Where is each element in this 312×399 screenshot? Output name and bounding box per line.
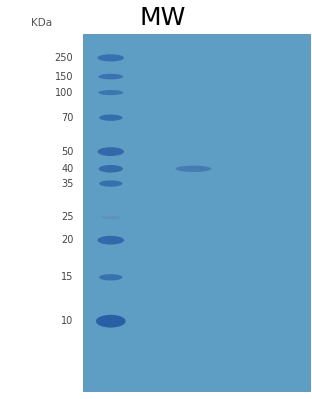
Ellipse shape (97, 147, 124, 156)
Text: 70: 70 (61, 113, 73, 123)
Ellipse shape (98, 74, 123, 79)
Ellipse shape (100, 215, 121, 219)
Text: 50: 50 (61, 146, 73, 157)
Ellipse shape (99, 115, 122, 121)
Text: KDa: KDa (31, 18, 52, 28)
Text: 40: 40 (61, 164, 73, 174)
Ellipse shape (98, 90, 123, 95)
Ellipse shape (175, 166, 212, 172)
Ellipse shape (99, 180, 122, 187)
FancyBboxPatch shape (83, 34, 310, 391)
Text: 10: 10 (61, 316, 73, 326)
Text: 35: 35 (61, 178, 73, 189)
Text: 250: 250 (55, 53, 73, 63)
Ellipse shape (96, 315, 125, 328)
Text: 100: 100 (55, 87, 73, 98)
Ellipse shape (99, 274, 122, 280)
Text: 150: 150 (55, 71, 73, 82)
Text: 20: 20 (61, 235, 73, 245)
Text: MW: MW (139, 6, 185, 30)
Ellipse shape (97, 236, 124, 245)
Text: 15: 15 (61, 272, 73, 282)
Ellipse shape (97, 54, 124, 61)
Text: 25: 25 (61, 212, 73, 223)
Ellipse shape (99, 165, 123, 173)
